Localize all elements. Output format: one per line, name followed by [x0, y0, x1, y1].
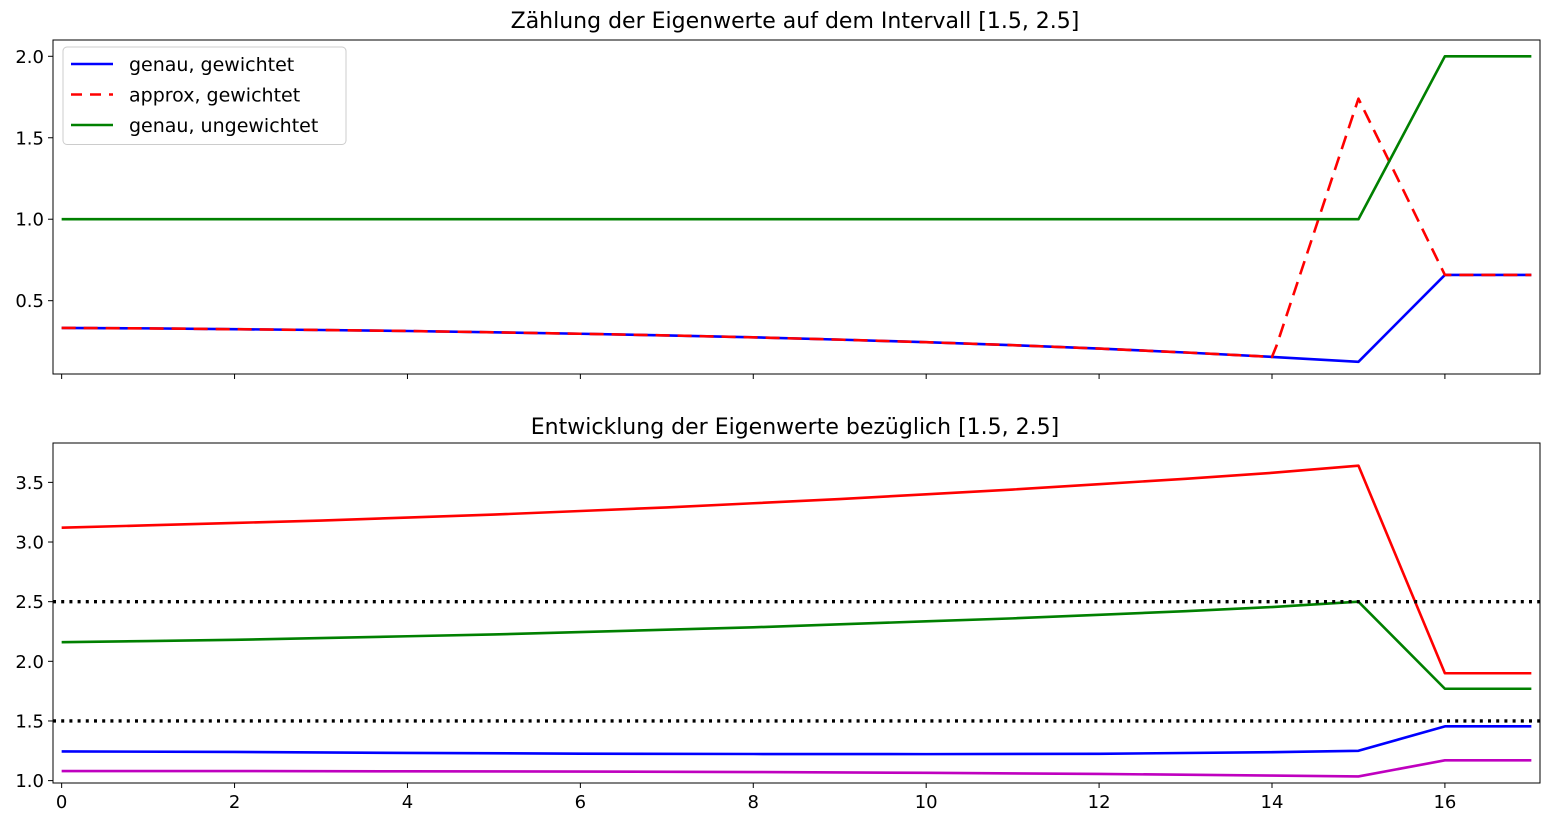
- y-tick-label: 2.0: [15, 47, 44, 68]
- x-tick-label: 0: [56, 792, 67, 813]
- legend-box: [62, 46, 347, 145]
- x-tick-label: 10: [915, 792, 938, 813]
- axes-frame: [52, 39, 1541, 375]
- axes-frame: [52, 442, 1541, 784]
- series-line-0: [61, 464, 1532, 675]
- x-tick-label: 14: [1261, 792, 1284, 813]
- series-layer: [61, 54, 1532, 364]
- x-tick-label: 2: [229, 792, 240, 813]
- series-line-1: [61, 600, 1532, 691]
- legend-label: genau, gewichtet: [129, 54, 294, 76]
- subplot-eigenvalue-count: Zählung der Eigenwerte auf dem Intervall…: [15, 9, 1541, 379]
- series-line-2: [61, 54, 1532, 221]
- x-tick-label: 4: [402, 792, 413, 813]
- subplot-eigenvalue-evolution: Entwicklung der Eigenwerte bezüglich [1.…: [15, 415, 1541, 813]
- x-tick-label: 12: [1088, 792, 1111, 813]
- x-tick-label: 16: [1433, 792, 1456, 813]
- y-tick-label: 3.0: [15, 533, 44, 554]
- x-tick-label: 6: [575, 792, 586, 813]
- y-tick-label: 0.5: [15, 291, 44, 312]
- series-line-1: [61, 97, 1532, 359]
- y-tick-label: 1.0: [15, 210, 44, 231]
- legend-label: approx, gewichtet: [129, 85, 300, 107]
- series-layer: [53, 464, 1540, 778]
- y-tick-label: 2.5: [15, 592, 44, 613]
- series-line-2: [61, 725, 1532, 756]
- legend-label: genau, ungewichtet: [129, 115, 318, 137]
- y-tick-label: 3.5: [15, 473, 44, 494]
- y-tick-label: 2.0: [15, 652, 44, 673]
- y-tick-label: 1.5: [15, 711, 44, 732]
- subplot-title: Zählung der Eigenwerte auf dem Intervall…: [511, 9, 1080, 34]
- y-tick-label: 1.5: [15, 128, 44, 149]
- tick-layer: 0 2 4 6 8 10 12 14 16 1.0 1.5 2.0 2.5 3.0 3.5: [15, 473, 1456, 813]
- subplot-title: Entwicklung der Eigenwerte bezüglich [1.…: [531, 415, 1059, 440]
- y-tick-label: 1.0: [15, 771, 44, 792]
- x-tick-label: 8: [748, 792, 759, 813]
- series-line-3: [61, 759, 1532, 778]
- tick-layer: 0.5 1.0 1.5 2.0: [15, 47, 1446, 379]
- legend: genau, gewichtet approx, gewichtet genau, …: [62, 46, 347, 145]
